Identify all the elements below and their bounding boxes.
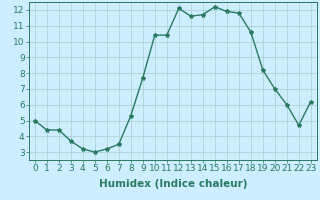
X-axis label: Humidex (Indice chaleur): Humidex (Indice chaleur) <box>99 179 247 189</box>
